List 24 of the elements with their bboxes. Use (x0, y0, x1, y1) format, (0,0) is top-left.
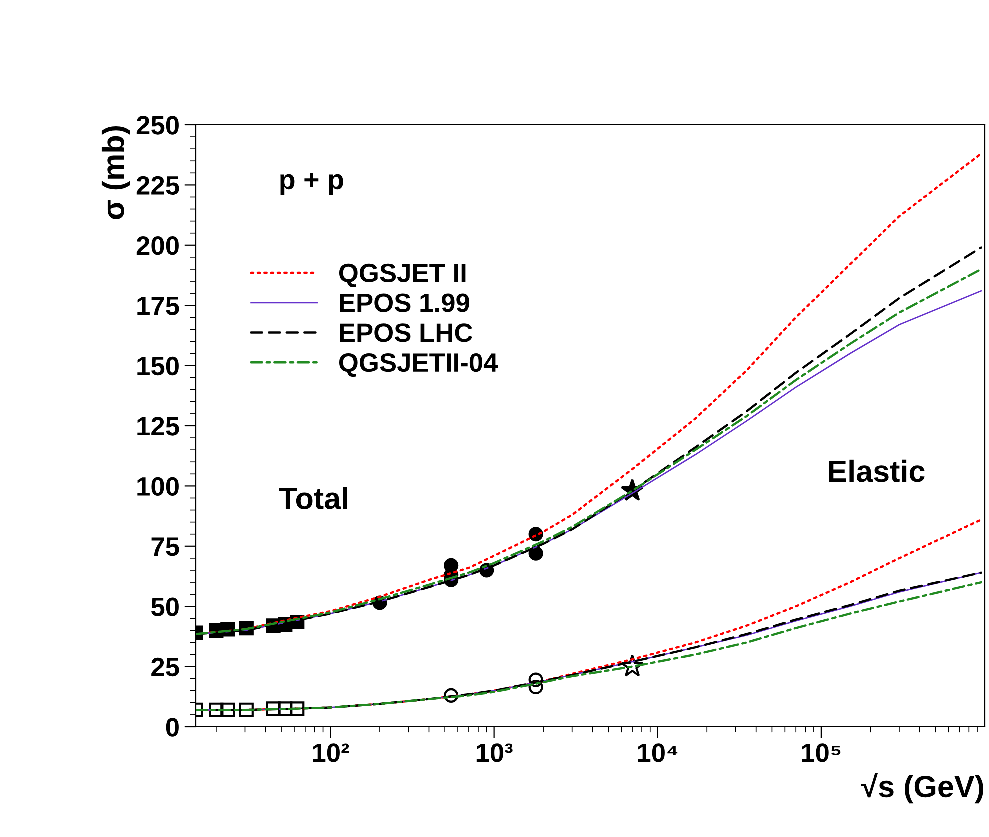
annotation: Elastic (829, 460, 925, 482)
y-tick-label: 200 (136, 236, 179, 256)
x-tick-label: 10⁴ (638, 744, 678, 762)
y-tick-label: 250 (136, 116, 179, 135)
y-tick-label: 125 (138, 417, 180, 436)
y-axis-title: σ (mb) (102, 126, 130, 220)
y-tick-label: 25 (152, 658, 180, 677)
x-tick-label: 10⁵ (802, 744, 841, 762)
x-tick-label: 10³ (476, 744, 513, 762)
legend-label: EPOS 1.99 (340, 294, 470, 312)
y-tick-label: 0 (166, 718, 179, 737)
x-axis-title: √s (GeV) (861, 773, 984, 804)
annotation: p + p (280, 173, 344, 196)
y-tick-label: 225 (136, 176, 180, 196)
legend-label: QGSJET II (339, 264, 466, 288)
legend-label: EPOS LHC (340, 324, 473, 342)
legend-label: QGSJETII-04 (339, 353, 498, 378)
x-tick-label: 10² (313, 744, 350, 762)
y-tick-label: 50 (151, 598, 179, 616)
y-tick-label: 175 (138, 297, 180, 316)
y-tick-label: 75 (152, 538, 180, 556)
annotation: Total (279, 487, 348, 510)
y-tick-label: 100 (138, 477, 179, 496)
y-tick-label: 150 (138, 356, 179, 376)
